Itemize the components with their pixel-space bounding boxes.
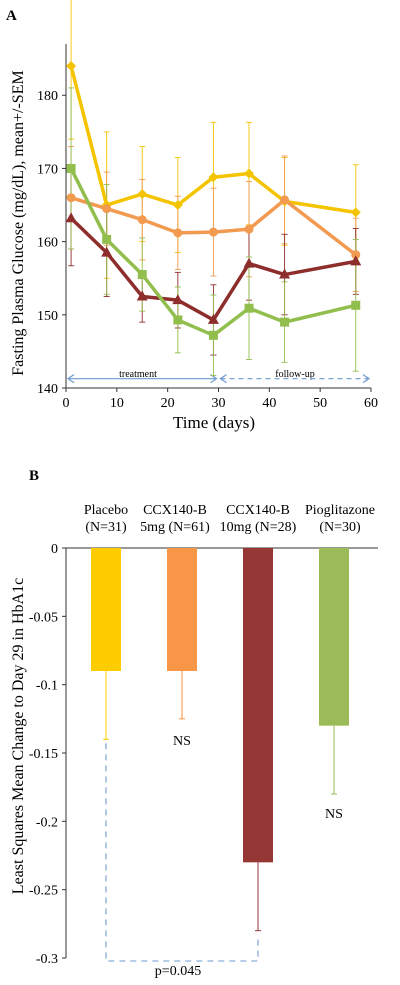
data-point-triangle <box>101 246 113 257</box>
sig-label-1: NS <box>173 734 191 749</box>
data-point-circle <box>244 224 254 234</box>
data-point-circle <box>137 215 147 225</box>
period-arrow-head-right <box>362 374 371 384</box>
panel-a-ylabel: Fasting Plasma Glucose (mg/dL), mean+/-S… <box>10 70 27 375</box>
series-line-circle <box>70 196 357 257</box>
y-tick-label: 160 <box>37 236 58 251</box>
sig-label-3: NS <box>325 807 343 822</box>
group-label-0-line1: Placebo <box>84 503 128 518</box>
data-point-square <box>137 270 147 280</box>
data-point-square <box>280 317 290 327</box>
series-line-diamond <box>69 65 357 215</box>
group-label-1: CCX140-B 5mg (N=61) <box>140 503 210 535</box>
data-point-triangle <box>65 212 77 223</box>
bar-0 <box>91 548 121 671</box>
series-line-square <box>69 167 357 338</box>
data-point-square <box>102 234 112 244</box>
data-point-triangle <box>243 257 255 268</box>
y-tick-label: 0 <box>51 542 58 557</box>
data-point-triangle <box>279 268 291 279</box>
bar-1 <box>167 548 197 671</box>
x-tick-label: 40 <box>262 396 276 411</box>
panel-b-label: B <box>29 468 39 484</box>
group-label-2: CCX140-B 10mg (N=28) <box>220 503 297 535</box>
group-label-3-line1: Pioglitazone <box>305 503 375 518</box>
y-tick-label: -0.25 <box>29 884 58 899</box>
y-tick-label: 140 <box>37 382 58 397</box>
data-point-circle <box>351 250 361 260</box>
data-point-triangle <box>350 255 362 266</box>
data-point-square <box>208 330 218 340</box>
data-point-square <box>351 300 361 310</box>
group-label-1-line1: CCX140-B <box>143 503 207 518</box>
period-arrow-head-left <box>66 374 75 384</box>
period-arrow-head-right <box>210 374 218 384</box>
y-tick-label: 150 <box>37 309 58 324</box>
group-label-1-line2: 5mg (N=61) <box>140 520 210 535</box>
period-arrow-head-left <box>219 374 227 384</box>
group-label-3: Pioglitazone (N=30) <box>305 503 375 535</box>
annotation-treatment: treatment <box>119 369 157 380</box>
data-point-diamond <box>66 60 77 71</box>
data-point-triangle <box>172 294 184 305</box>
annotation-follow-up: follow-up <box>275 369 314 380</box>
panel-a-plot: 140 150 160 170 180 0 10 20 30 40 50 60 <box>37 0 378 411</box>
y-tick-label: -0.15 <box>29 747 58 762</box>
series-line-triangle <box>69 216 357 322</box>
x-tick-label: 50 <box>313 396 327 411</box>
group-label-3-line2: (N=30) <box>319 520 361 535</box>
data-point-circle <box>173 228 183 238</box>
bar-3 <box>319 548 349 726</box>
data-point-square <box>173 315 183 325</box>
data-point-circle <box>66 193 76 203</box>
comparison-bracket <box>105 743 259 962</box>
data-point-diamond <box>350 207 361 218</box>
panel-b-ylabel: Least Squares Mean Change to Day 29 in H… <box>10 578 27 894</box>
p-value-label: p=0.045 <box>155 964 201 979</box>
panel-a-xlabel: Time (days) <box>173 413 255 432</box>
data-point-circle <box>102 204 112 214</box>
x-tick-label: 0 <box>63 396 70 411</box>
panel-b-plot: 0 -0.05 -0.1 -0.15 -0.2 -0.25 -0.3 <box>29 542 378 967</box>
data-point-triangle <box>136 290 148 301</box>
y-tick-label: 170 <box>37 162 58 177</box>
data-point-circle <box>280 195 290 205</box>
y-tick-label: -0.1 <box>36 679 58 694</box>
y-tick-label: -0.05 <box>29 610 58 625</box>
group-label-0-line2: (N=31) <box>85 520 127 535</box>
x-tick-label: 60 <box>364 396 378 411</box>
x-tick-label: 30 <box>212 396 226 411</box>
y-tick-label: -0.2 <box>36 815 58 830</box>
y-tick-label: 180 <box>37 89 58 104</box>
x-tick-label: 10 <box>110 396 124 411</box>
bar-2 <box>243 548 273 863</box>
data-point-diamond <box>208 172 219 183</box>
x-tick-label: 20 <box>161 396 175 411</box>
data-point-diamond <box>172 200 183 211</box>
group-label-2-line2: 10mg (N=28) <box>220 520 297 535</box>
group-label-2-line1: CCX140-B <box>226 503 290 518</box>
data-point-circle <box>208 227 218 237</box>
data-point-square <box>244 303 254 313</box>
data-point-diamond <box>137 189 148 200</box>
y-tick-label: -0.3 <box>36 952 58 967</box>
group-label-0: Placebo (N=31) <box>84 503 128 535</box>
panel-a-label: A <box>6 8 17 24</box>
data-point-diamond <box>244 168 254 179</box>
data-point-square <box>66 163 76 173</box>
data-point-triangle <box>207 313 219 324</box>
